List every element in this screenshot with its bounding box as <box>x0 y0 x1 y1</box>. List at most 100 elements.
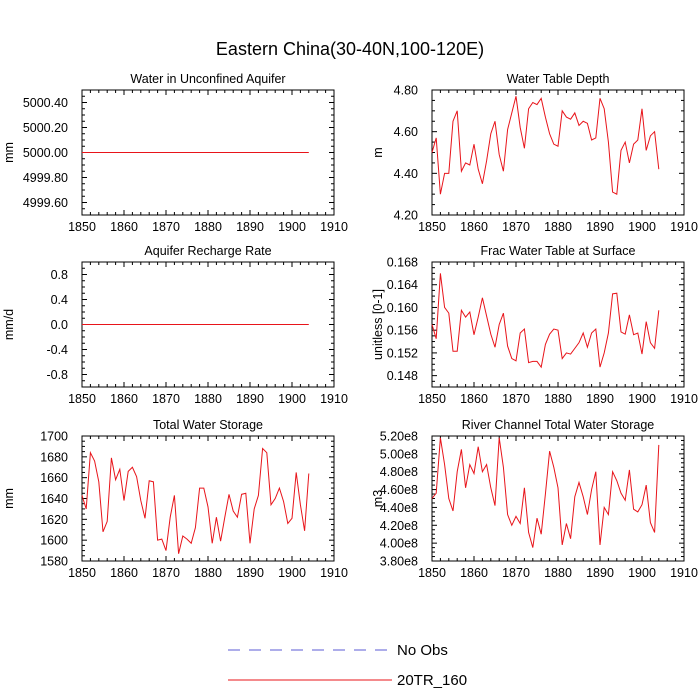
figure-title: Eastern China(30-40N,100-120E) <box>216 39 484 59</box>
x-tick-label: 1900 <box>628 220 656 234</box>
y-tick-label: 1620 <box>40 513 68 527</box>
y-tick-label: 4999.60 <box>23 196 68 210</box>
series-line-20tr-160 <box>81 447 310 554</box>
y-tick-label: 1660 <box>40 471 68 485</box>
x-tick-label: 1900 <box>628 566 656 580</box>
y-tick-label: 5000.40 <box>23 96 68 110</box>
y-tick-label: 0.164 <box>387 278 418 292</box>
y-tick-label: 4.80e8 <box>380 465 418 479</box>
y-tick-label: 0.160 <box>387 301 418 315</box>
legend: No Obs 20TR_160 <box>228 642 467 689</box>
x-tick-label: 1870 <box>502 220 530 234</box>
x-tick-label: 1890 <box>586 392 614 406</box>
y-axis-label: m3 <box>371 490 385 507</box>
y-tick-label: 4.40e8 <box>380 501 418 515</box>
y-axis-label: mm <box>2 142 16 163</box>
chart-title: Aquifer Recharge Rate <box>144 244 271 258</box>
y-tick-label: 0.8 <box>51 268 68 282</box>
y-tick-label: 4.60 <box>394 125 418 139</box>
y-tick-label: 5.00e8 <box>380 447 418 461</box>
y-tick-label: -0.4 <box>46 343 68 357</box>
x-tick-label: 1880 <box>194 566 222 580</box>
x-tick-label: 1900 <box>628 392 656 406</box>
x-tick-label: 1870 <box>502 392 530 406</box>
x-tick-label: 1870 <box>502 566 530 580</box>
x-tick-label: 1890 <box>236 566 264 580</box>
x-tick-label: 1870 <box>152 566 180 580</box>
y-tick-label: 0.156 <box>387 324 418 338</box>
y-tick-label: 4999.80 <box>23 171 68 185</box>
x-tick-label: 1850 <box>418 392 446 406</box>
x-tick-label: 1860 <box>110 220 138 234</box>
x-tick-label: 1860 <box>460 392 488 406</box>
y-tick-label: 1600 <box>40 534 68 548</box>
y-tick-label: 4.20 <box>394 209 418 223</box>
x-tick-label: 1910 <box>670 566 698 580</box>
plot-frame <box>431 435 685 562</box>
x-tick-label: 1860 <box>460 566 488 580</box>
x-tick-label: 1850 <box>68 220 96 234</box>
y-tick-label: 0.0 <box>51 318 68 332</box>
y-axis-label: mm/d <box>2 309 16 340</box>
chart-river-channel-total-water-storage: River Channel Total Water Storage m3 1850 1… <box>371 418 698 580</box>
x-tick-label: 1880 <box>194 220 222 234</box>
x-tick-label: 1870 <box>152 392 180 406</box>
x-tick-label: 1860 <box>110 392 138 406</box>
y-tick-label: 0.4 <box>51 293 68 307</box>
x-tick-label: 1880 <box>544 392 572 406</box>
x-tick-label: 1910 <box>320 392 348 406</box>
x-tick-label: 1900 <box>278 566 306 580</box>
y-tick-label: 4.20e8 <box>380 519 418 533</box>
y-tick-label: 5000.00 <box>23 146 68 160</box>
x-tick-label: 1860 <box>460 220 488 234</box>
y-tick-label: 1700 <box>40 430 68 444</box>
y-axis-label: mm <box>2 488 16 509</box>
x-tick-label: 1850 <box>68 566 96 580</box>
x-tick-label: 1880 <box>544 220 572 234</box>
plot-frame <box>81 435 335 562</box>
x-tick-label: 1850 <box>68 392 96 406</box>
chart-frac-water-table-at-surface: Frac Water Table at Surface unitless [0-1… <box>371 244 698 406</box>
x-tick-label: 1890 <box>236 392 264 406</box>
chart-total-water-storage: Total Water Storage mm 1850 1860 1870 1880 189… <box>2 418 348 580</box>
y-tick-label: 1640 <box>40 492 68 506</box>
chart-title: Total Water Storage <box>153 418 263 432</box>
chart-title: Frac Water Table at Surface <box>481 244 636 258</box>
x-tick-label: 1850 <box>418 566 446 580</box>
y-tick-label: 4.60e8 <box>380 483 418 497</box>
x-tick-label: 1910 <box>320 566 348 580</box>
chart-aquifer-recharge-rate: Aquifer Recharge Rate mm/d 1850 1860 1870 188… <box>2 244 348 406</box>
y-tick-label: -0.8 <box>46 368 68 382</box>
legend-label-no-obs: No Obs <box>397 642 448 659</box>
plot-frame <box>431 89 685 216</box>
series-line-20tr-160 <box>431 273 660 369</box>
y-tick-label: 0.148 <box>387 369 418 383</box>
x-tick-label: 1870 <box>152 220 180 234</box>
chart-title: Water in Unconfined Aquifer <box>130 72 285 86</box>
x-tick-label: 1850 <box>418 220 446 234</box>
y-axis-label: m <box>371 147 385 157</box>
y-tick-label: 5000.20 <box>23 121 68 135</box>
x-tick-label: 1900 <box>278 392 306 406</box>
y-axis-label: unitless [0-1] <box>371 289 385 360</box>
x-tick-label: 1910 <box>670 392 698 406</box>
x-tick-label: 1860 <box>110 566 138 580</box>
y-tick-label: 4.00e8 <box>380 537 418 551</box>
chart-title: Water Table Depth <box>507 72 610 86</box>
x-tick-label: 1890 <box>586 566 614 580</box>
y-tick-label: 0.152 <box>387 346 418 360</box>
legend-label-20tr-160: 20TR_160 <box>397 672 467 689</box>
y-tick-label: 3.80e8 <box>380 555 418 569</box>
series-line-20tr-160 <box>431 437 660 548</box>
chart-water-table-depth: Water Table Depth m 1850 1860 1870 1880 1890 19… <box>371 72 698 234</box>
x-tick-label: 1880 <box>194 392 222 406</box>
y-tick-label: 4.40 <box>394 167 418 181</box>
series-line-20tr-160 <box>431 96 660 195</box>
x-tick-label: 1890 <box>236 220 264 234</box>
x-tick-label: 1910 <box>320 220 348 234</box>
x-tick-label: 1910 <box>670 220 698 234</box>
x-tick-label: 1880 <box>544 566 572 580</box>
subplot-grid: Water in Unconfined Aquifer mm 1850 1860 187… <box>2 72 698 580</box>
chart-water-in-unconfined-aquifer: Water in Unconfined Aquifer mm 1850 1860 187… <box>2 72 348 234</box>
